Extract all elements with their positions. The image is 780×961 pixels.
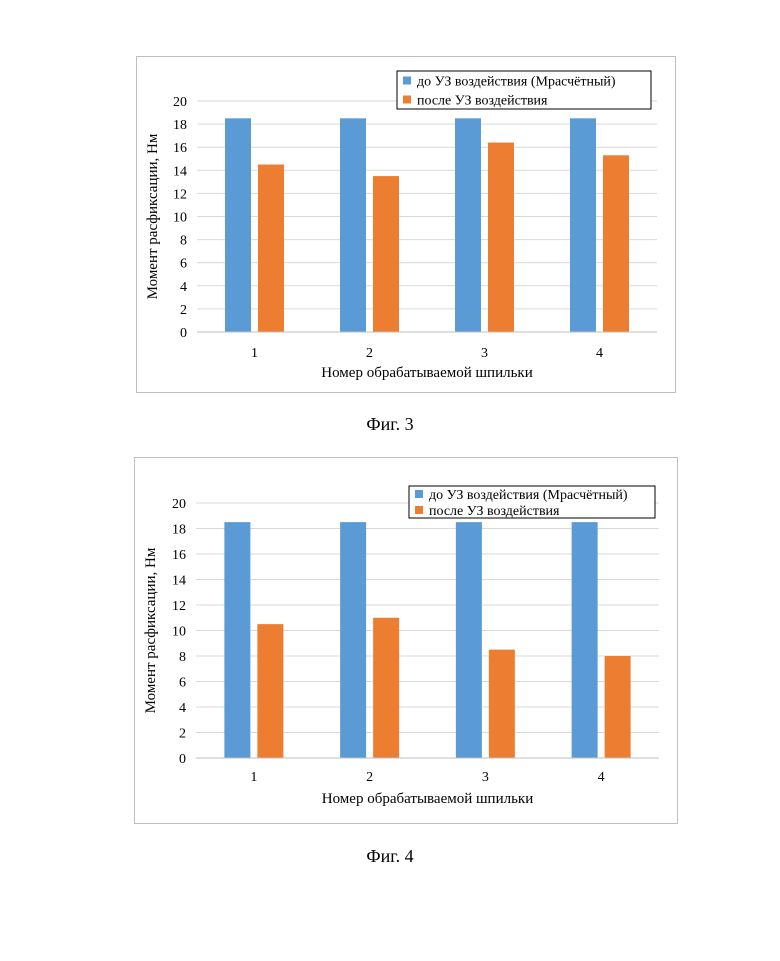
legend-entry: до УЗ воздействия (Mрасчётный) — [429, 488, 628, 503]
bar-after-2 — [373, 618, 399, 758]
y-tick-label: 2 — [179, 727, 186, 742]
bar-after-2 — [373, 176, 399, 332]
bar-after-1 — [258, 165, 284, 332]
x-tick-label: 4 — [596, 346, 603, 361]
y-tick-label: 2 — [180, 303, 187, 318]
y-tick-label: 0 — [179, 752, 186, 767]
chart-figure-3: 024681012141618201234Номер обрабатываемо… — [136, 56, 676, 393]
y-tick-label: 8 — [180, 234, 187, 249]
x-tick-label: 3 — [481, 346, 488, 361]
y-tick-label: 16 — [172, 548, 186, 563]
bar-before-2 — [340, 522, 366, 758]
y-axis-label: Момент расфиксации, Нм — [145, 133, 161, 299]
bar-before-4 — [572, 522, 598, 758]
y-tick-label: 0 — [180, 326, 187, 341]
legend-swatch — [403, 96, 411, 104]
bar-after-1 — [257, 624, 283, 758]
y-tick-label: 8 — [179, 650, 186, 665]
y-tick-label: 12 — [173, 187, 187, 202]
x-tick-label: 2 — [366, 346, 373, 361]
legend-swatch — [403, 77, 411, 85]
legend-entry: после УЗ воздействия — [429, 504, 560, 519]
y-tick-label: 6 — [180, 257, 187, 272]
bar-chart-4: 024681012141618201234Номер обрабатываемо… — [135, 458, 679, 825]
chart-figure-4: 024681012141618201234Номер обрабатываемо… — [134, 457, 678, 824]
bar-before-3 — [456, 522, 482, 758]
figure-3-caption: Фиг. 3 — [0, 414, 780, 435]
bar-before-1 — [225, 118, 251, 332]
bar-after-4 — [603, 155, 629, 332]
y-axis-label: Момент расфиксации, Нм — [143, 547, 159, 713]
y-tick-label: 14 — [173, 164, 187, 179]
x-axis-label: Номер обрабатываемой шпильки — [321, 365, 533, 381]
y-tick-label: 18 — [173, 118, 187, 133]
y-tick-label: 10 — [172, 625, 186, 640]
y-tick-label: 18 — [172, 523, 186, 538]
x-tick-label: 4 — [598, 770, 605, 785]
y-tick-label: 6 — [179, 676, 186, 691]
bar-before-3 — [455, 118, 481, 332]
y-tick-label: 14 — [172, 574, 186, 589]
y-tick-label: 20 — [173, 95, 187, 110]
x-tick-label: 2 — [366, 770, 373, 785]
y-tick-label: 4 — [179, 701, 186, 716]
bar-chart-3: 024681012141618201234Номер обрабатываемо… — [137, 57, 677, 394]
bar-before-1 — [224, 522, 250, 758]
legend-entry: после УЗ воздействия — [417, 94, 548, 109]
bar-before-2 — [340, 118, 366, 332]
figure-4-caption: Фиг. 4 — [0, 846, 780, 867]
y-tick-label: 20 — [172, 497, 186, 512]
x-tick-label: 1 — [251, 346, 258, 361]
bar-after-3 — [489, 650, 515, 758]
bar-after-3 — [488, 143, 514, 332]
bar-before-4 — [570, 118, 596, 332]
x-tick-label: 3 — [482, 770, 489, 785]
legend-swatch — [415, 490, 423, 498]
y-tick-label: 16 — [173, 141, 187, 156]
legend-swatch — [415, 506, 423, 514]
legend-entry: до УЗ воздействия (Mрасчётный) — [417, 75, 616, 90]
y-tick-label: 12 — [172, 599, 186, 614]
bar-after-4 — [605, 656, 631, 758]
y-tick-label: 4 — [180, 280, 187, 295]
x-axis-label: Номер обрабатываемой шпильки — [322, 791, 534, 807]
y-tick-label: 10 — [173, 211, 187, 226]
x-tick-label: 1 — [250, 770, 257, 785]
